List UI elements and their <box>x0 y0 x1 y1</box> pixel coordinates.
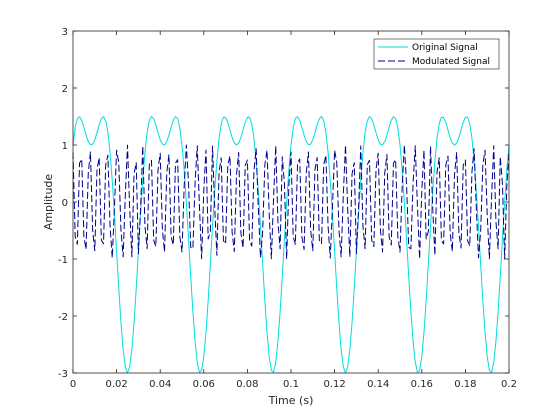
x-tick-label: 0.02 <box>105 379 127 390</box>
series-line-original-signal <box>72 116 510 374</box>
legend: Original Signal Modulated Signal <box>373 38 500 70</box>
y-tick-label: 1 <box>62 141 68 152</box>
x-tick-label: 0.18 <box>454 379 476 390</box>
y-tick-label: -3 <box>58 369 68 380</box>
legend-label-original-signal: Original Signal <box>412 43 478 53</box>
y-tick-label: 2 <box>62 84 68 95</box>
x-tick-label: 0.2 <box>501 379 517 390</box>
x-tick-label: 0.04 <box>149 379 171 390</box>
legend-box <box>373 38 500 70</box>
x-axis-label: Time (s) <box>268 394 314 407</box>
y-tick-label: -2 <box>58 312 68 323</box>
x-tick-label: 0.14 <box>367 379 389 390</box>
x-tick-label: 0.1 <box>283 379 299 390</box>
y-axis-label: Amplitude <box>42 174 55 231</box>
x-tick-label: 0.16 <box>411 379 433 390</box>
x-tick-label: 0.12 <box>323 379 345 390</box>
y-axis-ticks: -3 -2 -1 0 1 2 3 <box>58 27 509 380</box>
x-tick-label: 0 <box>70 379 76 390</box>
legend-label-modulated-signal: Modulated Signal <box>412 57 490 67</box>
series-line-modulated-signal <box>72 144 510 260</box>
y-tick-label: -1 <box>58 255 68 266</box>
x-tick-label: 0.06 <box>193 379 215 390</box>
plot-area <box>73 31 509 373</box>
x-axis-ticks: 0 0.02 0.04 0.06 0.08 0.1 0.12 0.14 0.16 0.18 0.2 <box>70 31 517 390</box>
series-layer <box>72 116 510 374</box>
x-tick-label: 0.08 <box>236 379 258 390</box>
y-tick-label: 3 <box>62 27 68 38</box>
y-tick-label: 0 <box>62 198 68 209</box>
